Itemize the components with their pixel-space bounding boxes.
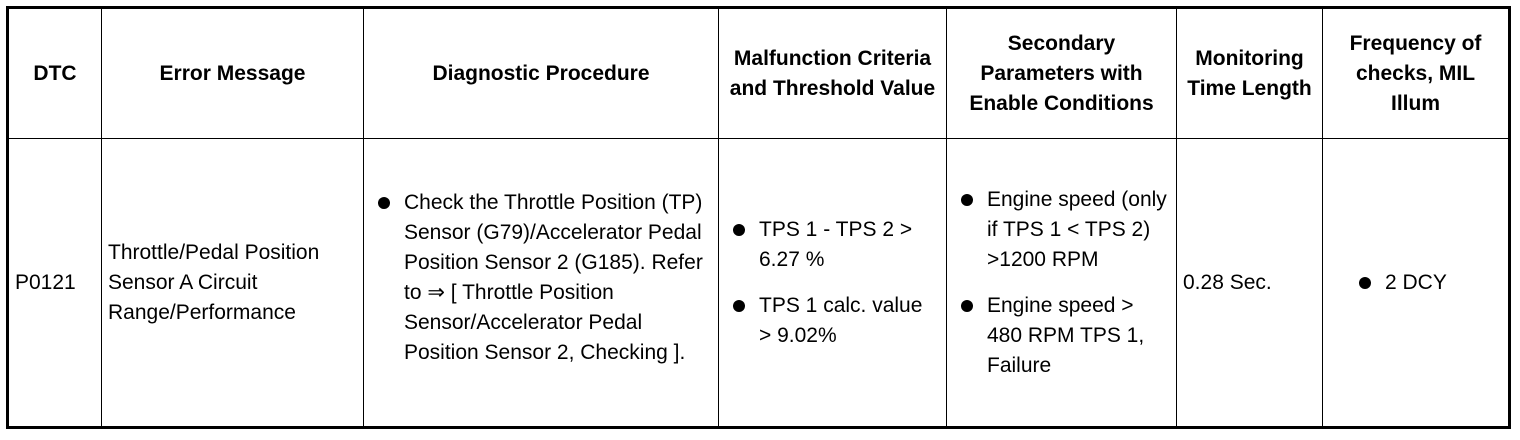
- header-row: DTC Error Message Diagnostic Procedure M…: [7, 7, 1510, 139]
- list-item: TPS 1 calc. value > 9.02%: [725, 291, 940, 351]
- header-dtc: DTC: [7, 7, 102, 139]
- header-malfunction-criteria: Malfunction Criteria and Threshold Value: [718, 7, 947, 139]
- cell-error-message: Throttle/Pedal Position Sensor A Circuit…: [101, 138, 364, 428]
- list-item: TPS 1 - TPS 2 > 6.27 %: [725, 215, 940, 275]
- dtc-table: DTC Error Message Diagnostic Procedure M…: [6, 6, 1511, 429]
- cell-diagnostic-procedure: Check the Throttle Position (TP) Sensor …: [363, 138, 719, 428]
- criteria-text: TPS 1 calc. value > 9.02%: [759, 293, 923, 347]
- frequency-text: 2 DCY: [1385, 270, 1447, 294]
- frequency-list: 2 DCY: [1329, 268, 1502, 298]
- list-item: Engine speed (only if TPS 1 < TPS 2) >12…: [953, 185, 1170, 275]
- list-item: Engine speed > 480 RPM TPS 1, Failure: [953, 291, 1170, 381]
- list-item: 2 DCY: [1351, 268, 1502, 298]
- parameter-text: Engine speed (only if TPS 1 < TPS 2) >12…: [987, 187, 1167, 271]
- parameter-text: Engine speed > 480 RPM TPS 1, Failure: [987, 293, 1145, 377]
- cell-dtc: P0121: [7, 138, 102, 428]
- criteria-list: TPS 1 - TPS 2 > 6.27 % TPS 1 calc. value…: [725, 215, 940, 351]
- bullet-icon: [961, 299, 973, 312]
- cell-frequency: 2 DCY: [1322, 138, 1510, 428]
- header-secondary-parameters: Secondary Parameters with Enable Conditi…: [946, 7, 1177, 139]
- cell-monitoring-time: 0.28 Sec.: [1176, 138, 1323, 428]
- procedure-list: Check the Throttle Position (TP) Sensor …: [370, 188, 712, 368]
- list-item: Check the Throttle Position (TP) Sensor …: [370, 188, 712, 368]
- header-monitoring-time: Monitoring Time Length: [1176, 7, 1323, 139]
- table-row: P0121 Throttle/Pedal Position Sensor A C…: [7, 138, 1510, 428]
- header-error-message: Error Message: [101, 7, 364, 139]
- bullet-icon: [1359, 276, 1371, 289]
- cell-malfunction-criteria: TPS 1 - TPS 2 > 6.27 % TPS 1 calc. value…: [718, 138, 947, 428]
- bullet-icon: [733, 223, 745, 236]
- parameters-list: Engine speed (only if TPS 1 < TPS 2) >12…: [953, 185, 1170, 381]
- bullet-icon: [733, 299, 745, 312]
- cell-secondary-parameters: Engine speed (only if TPS 1 < TPS 2) >12…: [946, 138, 1177, 428]
- bullet-icon: [378, 196, 390, 209]
- bullet-icon: [961, 193, 973, 206]
- criteria-text: TPS 1 - TPS 2 > 6.27 %: [759, 217, 913, 271]
- header-diagnostic-procedure: Diagnostic Procedure: [363, 7, 719, 139]
- procedure-text: Check the Throttle Position (TP) Sensor …: [404, 190, 703, 364]
- header-frequency: Frequency of checks, MIL Illum: [1322, 7, 1510, 139]
